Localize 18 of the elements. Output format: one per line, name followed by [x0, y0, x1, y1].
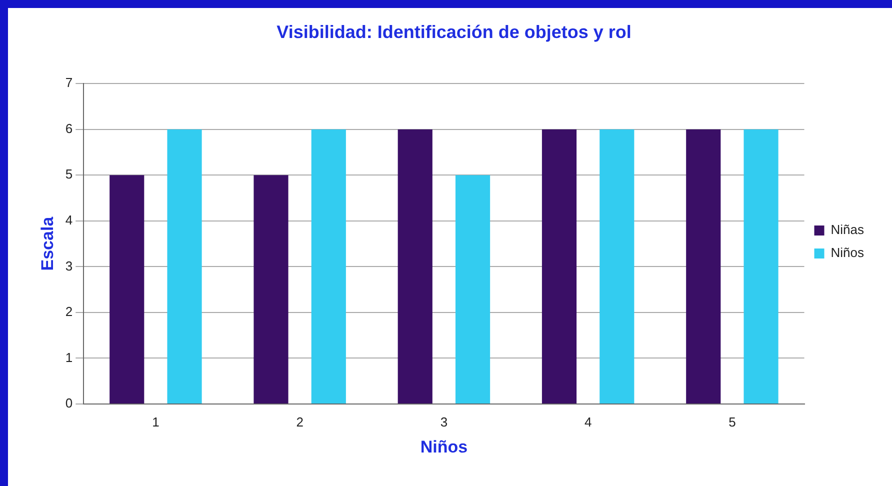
- y-axis-title: Escala: [38, 216, 57, 271]
- x-tick-label: 3: [440, 414, 448, 430]
- x-axis-title: Niños: [420, 437, 468, 456]
- y-tick-label: 2: [65, 304, 73, 320]
- x-tick-label: 1: [152, 414, 160, 430]
- y-tick-label: 6: [65, 120, 73, 136]
- y-tick-label: 7: [65, 75, 73, 90]
- y-tick-label: 5: [65, 166, 73, 182]
- legend-label: Niños: [830, 245, 864, 260]
- chart-title: Visibilidad: Identificación de objetos y rol: [276, 22, 632, 42]
- y-tick-label: 0: [65, 396, 73, 411]
- y-tick-label: 3: [65, 258, 73, 274]
- x-tick-label: 2: [296, 414, 304, 430]
- y-tick-label: 4: [65, 212, 73, 228]
- x-tick-label: 5: [728, 414, 736, 430]
- y-tick-label: 1: [65, 350, 73, 365]
- x-tick-label: 4: [584, 414, 592, 430]
- legend-label: Niñas: [830, 222, 864, 238]
